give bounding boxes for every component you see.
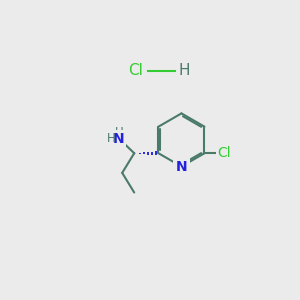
Text: N: N	[113, 132, 125, 146]
Text: H: H	[107, 132, 116, 146]
Text: Cl: Cl	[218, 146, 231, 160]
Text: N: N	[176, 160, 187, 173]
Text: H: H	[115, 126, 123, 139]
Text: H: H	[178, 63, 190, 78]
Text: Cl: Cl	[128, 63, 143, 78]
